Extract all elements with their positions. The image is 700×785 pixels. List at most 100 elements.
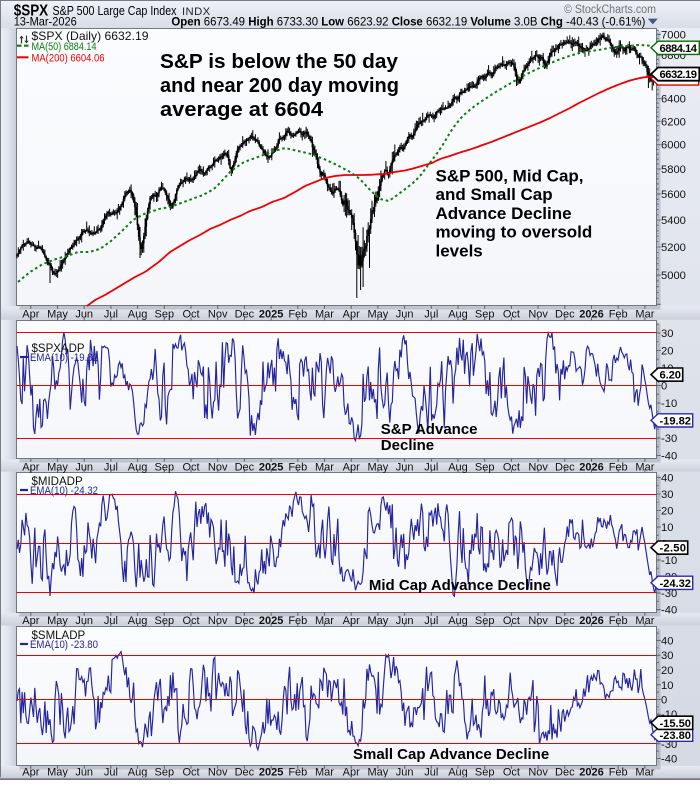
- svg-text:Mar: Mar: [315, 766, 334, 778]
- svg-text:6632.19: 6632.19: [660, 69, 698, 81]
- svg-text:Mar: Mar: [315, 461, 334, 473]
- svg-text:6000: 6000: [661, 140, 686, 152]
- svg-text:Jun: Jun: [75, 766, 93, 778]
- svg-text:Mar: Mar: [315, 615, 334, 627]
- svg-text:Apr: Apr: [22, 615, 39, 627]
- svg-text:Jul: Jul: [424, 309, 438, 321]
- svg-text:EMA(10) -19.82: EMA(10) -19.82: [30, 352, 98, 364]
- svg-text:Mid Cap Advance Decline: Mid Cap Advance Decline: [369, 577, 551, 594]
- svg-text:Aug: Aug: [128, 461, 148, 473]
- svg-text:-15.50: -15.50: [660, 718, 692, 730]
- svg-text:Sep: Sep: [475, 461, 495, 473]
- svg-text:Jul: Jul: [104, 615, 118, 627]
- svg-text:Nov: Nov: [528, 461, 548, 473]
- svg-text:Dec: Dec: [235, 461, 255, 473]
- svg-text:Nov: Nov: [528, 615, 548, 627]
- svg-text:Aug: Aug: [128, 309, 148, 321]
- svg-text:Jun: Jun: [396, 615, 414, 627]
- svg-text:30: 30: [661, 328, 673, 340]
- svg-text:-10: -10: [661, 398, 677, 410]
- svg-text:MA(200) 6604.06: MA(200) 6604.06: [32, 52, 105, 64]
- svg-text:May: May: [47, 766, 68, 778]
- svg-text:average at 6604: average at 6604: [160, 99, 324, 121]
- svg-text:Jun: Jun: [396, 309, 414, 321]
- svg-text:Jul: Jul: [424, 461, 438, 473]
- svg-text:and Small Cap: and Small Cap: [436, 185, 553, 204]
- svg-text:Feb: Feb: [288, 461, 307, 473]
- svg-text:MA(50) 6884.14: MA(50) 6884.14: [32, 41, 97, 53]
- svg-text:May: May: [368, 766, 389, 778]
- svg-text:Feb: Feb: [288, 615, 307, 627]
- svg-text:-40: -40: [661, 754, 677, 766]
- svg-text:6400: 6400: [661, 94, 686, 106]
- svg-text:Dec: Dec: [235, 309, 255, 321]
- svg-text:Feb: Feb: [609, 309, 628, 321]
- svg-text:Advance Decline: Advance Decline: [436, 204, 572, 223]
- svg-text:May: May: [47, 461, 68, 473]
- svg-text:Aug: Aug: [448, 309, 468, 321]
- svg-text:Dec: Dec: [555, 461, 575, 473]
- svg-text:Oct: Oct: [182, 461, 199, 473]
- svg-text:Jun: Jun: [396, 766, 414, 778]
- svg-text:May: May: [368, 461, 389, 473]
- svg-text:Jun: Jun: [396, 461, 414, 473]
- svg-text:Aug: Aug: [448, 615, 468, 627]
- svg-text:Apr: Apr: [343, 309, 360, 321]
- svg-text:Mar: Mar: [635, 766, 654, 778]
- svg-text:-24.32: -24.32: [660, 578, 692, 590]
- svg-text:Nov: Nov: [208, 309, 228, 321]
- svg-text:20: 20: [661, 506, 673, 518]
- svg-text:Apr: Apr: [22, 461, 39, 473]
- svg-text:2026: 2026: [579, 766, 603, 778]
- svg-text:Apr: Apr: [22, 766, 39, 778]
- svg-text:S&P is below the 50 day: S&P is below the 50 day: [160, 51, 399, 73]
- svg-text:May: May: [47, 309, 68, 321]
- svg-text:30: 30: [661, 489, 673, 501]
- svg-text:Sep: Sep: [155, 461, 175, 473]
- svg-text:S&P 500, Mid Cap,: S&P 500, Mid Cap,: [436, 167, 584, 186]
- svg-text:INDX: INDX: [182, 6, 211, 18]
- svg-text:Aug: Aug: [128, 766, 148, 778]
- svg-text:13-Mar-2026: 13-Mar-2026: [14, 15, 77, 29]
- svg-text:Jul: Jul: [104, 461, 118, 473]
- svg-text:EMA(10) -24.32: EMA(10) -24.32: [30, 485, 98, 497]
- svg-text:Sep: Sep: [475, 309, 495, 321]
- svg-text:2025: 2025: [259, 766, 283, 778]
- svg-text:-40: -40: [661, 605, 677, 617]
- svg-text:$SPXADP: $SPXADP: [32, 343, 85, 355]
- svg-text:6200: 6200: [661, 116, 686, 128]
- svg-text:-40: -40: [661, 451, 677, 463]
- svg-text:2026: 2026: [579, 615, 603, 627]
- svg-text:Jun: Jun: [75, 461, 93, 473]
- svg-text:2025: 2025: [259, 461, 283, 473]
- svg-text:6.20: 6.20: [660, 370, 682, 382]
- svg-text:Oct: Oct: [182, 615, 199, 627]
- svg-text:30: 30: [661, 650, 673, 662]
- svg-text:10: 10: [661, 680, 673, 692]
- svg-text:Mar: Mar: [635, 615, 654, 627]
- svg-text:Apr: Apr: [343, 615, 360, 627]
- svg-text:Sep: Sep: [475, 766, 495, 778]
- svg-text:May: May: [368, 615, 389, 627]
- svg-text:0: 0: [661, 695, 667, 707]
- svg-text:levels: levels: [436, 241, 483, 260]
- svg-text:Nov: Nov: [528, 309, 548, 321]
- svg-text:5800: 5800: [661, 164, 686, 176]
- svg-text:0: 0: [661, 381, 667, 393]
- svg-text:-23.80: -23.80: [660, 730, 692, 742]
- svg-text:May: May: [47, 615, 68, 627]
- svg-text:20: 20: [661, 346, 673, 358]
- svg-text:40: 40: [661, 473, 673, 485]
- svg-text:Nov: Nov: [208, 766, 228, 778]
- svg-text:Dec: Dec: [555, 615, 575, 627]
- svg-text:Nov: Nov: [208, 461, 228, 473]
- svg-text:Feb: Feb: [288, 309, 307, 321]
- svg-text:Oct: Oct: [503, 615, 520, 627]
- svg-text:7000: 7000: [661, 30, 686, 42]
- svg-text:Decline: Decline: [381, 437, 434, 454]
- svg-text:Jul: Jul: [424, 766, 438, 778]
- svg-text:Aug: Aug: [448, 766, 468, 778]
- svg-text:20: 20: [661, 665, 673, 677]
- svg-text:Sep: Sep: [155, 309, 175, 321]
- svg-text:© StockCharts.com: © StockCharts.com: [564, 4, 656, 16]
